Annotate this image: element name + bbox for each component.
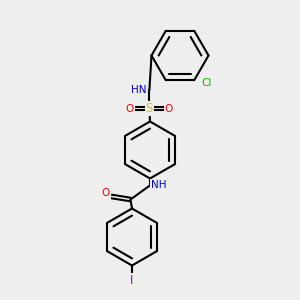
Text: HN: HN xyxy=(131,85,147,95)
Text: I: I xyxy=(130,274,134,287)
Text: Cl: Cl xyxy=(201,78,211,88)
Text: O: O xyxy=(126,103,134,114)
Text: S: S xyxy=(146,102,153,115)
Text: O: O xyxy=(101,188,110,199)
Text: NH: NH xyxy=(151,180,167,190)
Text: O: O xyxy=(165,103,173,114)
